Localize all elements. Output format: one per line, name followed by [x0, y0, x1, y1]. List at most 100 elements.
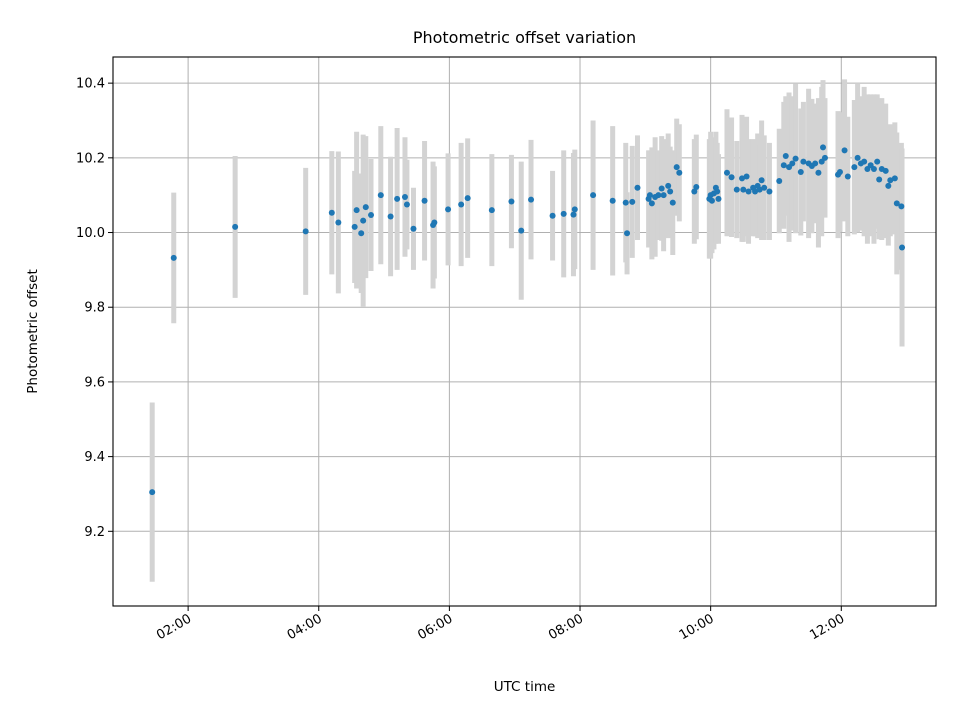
- data-point: [410, 225, 417, 232]
- y-tick-label: 9.2: [84, 525, 105, 540]
- y-axis-ticks: 9.2 9.4 9.6 9.8 10.0 10.2 10.4: [76, 77, 113, 540]
- data-point: [170, 254, 177, 261]
- data-point: [812, 160, 819, 167]
- data-point: [728, 174, 735, 181]
- data-point: [691, 188, 698, 195]
- data-point: [898, 203, 905, 210]
- data-point: [232, 223, 239, 230]
- data-point: [776, 177, 783, 184]
- y-tick-label: 10.2: [76, 151, 105, 166]
- data-point: [549, 212, 556, 219]
- data-point: [518, 227, 525, 234]
- data-point: [377, 192, 384, 199]
- data-point: [394, 195, 401, 202]
- data-point: [841, 147, 848, 154]
- data-point: [714, 188, 721, 195]
- data-point: [665, 182, 672, 189]
- y-tick-label: 9.8: [84, 301, 105, 316]
- data-point: [351, 223, 358, 230]
- data-point: [590, 192, 597, 199]
- data-point: [733, 186, 740, 193]
- data-point: [421, 197, 428, 204]
- data-point: [508, 198, 515, 205]
- x-axis-label: UTC time: [494, 679, 556, 695]
- data-point: [876, 176, 883, 183]
- data-point: [528, 196, 535, 203]
- data-point: [368, 211, 375, 218]
- data-point: [658, 185, 665, 192]
- data-point: [622, 199, 629, 206]
- data-point: [782, 152, 789, 159]
- data-point: [815, 169, 822, 176]
- data-point: [445, 206, 452, 213]
- data-point: [353, 207, 360, 214]
- data-point: [715, 195, 722, 202]
- data-point: [882, 167, 889, 174]
- data-point: [861, 158, 868, 165]
- data-point: [335, 219, 342, 226]
- data-point: [740, 186, 747, 193]
- data-point: [403, 201, 410, 208]
- data-point: [648, 200, 655, 207]
- data-point: [752, 188, 759, 195]
- data-point: [743, 173, 750, 180]
- data-point: [464, 195, 471, 202]
- data-point: [673, 164, 680, 171]
- data-point: [745, 188, 752, 195]
- data-point: [723, 169, 730, 176]
- data-point: [800, 158, 807, 165]
- chart-title: Photometric offset variation: [413, 28, 636, 47]
- data-point: [149, 489, 156, 496]
- data-point: [560, 210, 567, 217]
- data-point: [851, 164, 858, 171]
- data-point: [387, 213, 394, 220]
- y-tick-label: 9.6: [84, 375, 105, 390]
- data-point: [362, 204, 369, 211]
- y-tick-label: 9.4: [84, 450, 105, 465]
- data-point: [844, 173, 851, 180]
- data-point: [780, 162, 787, 169]
- data-point: [797, 169, 804, 176]
- data-point: [761, 184, 768, 191]
- data-point: [358, 230, 365, 237]
- data-point: [609, 197, 616, 204]
- data-point: [739, 175, 746, 182]
- data-point: [401, 194, 408, 201]
- data-point: [766, 188, 773, 195]
- data-point: [870, 166, 877, 173]
- data-point: [624, 230, 631, 237]
- data-point: [328, 209, 335, 216]
- data-point: [302, 228, 309, 235]
- y-axis-label: Photometric offset: [25, 269, 41, 393]
- data-point: [756, 186, 763, 193]
- data-point: [792, 155, 799, 162]
- data-point: [669, 199, 676, 206]
- data-point: [458, 201, 465, 208]
- data-point: [660, 192, 667, 199]
- data-point: [891, 175, 898, 182]
- data-point: [854, 154, 861, 161]
- data-point: [646, 192, 653, 199]
- data-point: [634, 184, 641, 191]
- data-point: [789, 160, 796, 167]
- y-tick-label: 10.0: [76, 226, 105, 241]
- data-point: [693, 183, 700, 190]
- data-point: [571, 206, 578, 213]
- data-point: [629, 198, 636, 205]
- data-point: [899, 244, 906, 251]
- data-point: [676, 169, 683, 176]
- data-point: [893, 200, 900, 207]
- data-points: [149, 144, 906, 496]
- data-point: [820, 144, 827, 151]
- plot-frame: [112, 56, 937, 607]
- data-point: [360, 217, 367, 224]
- data-point: [885, 182, 892, 189]
- data-point: [874, 158, 881, 165]
- data-point: [887, 177, 894, 184]
- y-tick-label: 10.4: [76, 77, 105, 92]
- data-point: [570, 211, 577, 218]
- data-point: [667, 188, 674, 195]
- data-point: [821, 154, 828, 161]
- data-point: [655, 192, 662, 199]
